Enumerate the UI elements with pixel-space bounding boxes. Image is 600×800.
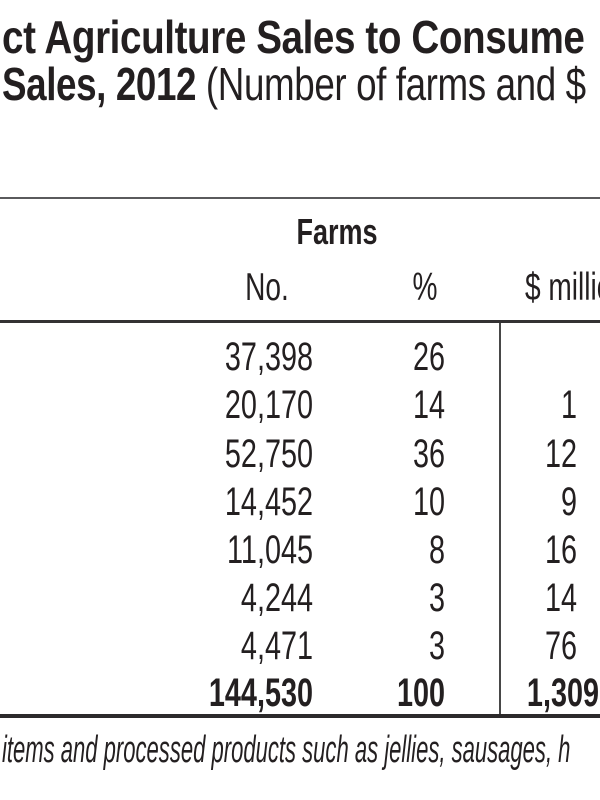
sales-million-total-cell: 1,309: [526, 671, 599, 715]
farms-count-cell: 11,045: [227, 528, 313, 572]
sales-million-cell: 76: [544, 624, 577, 668]
table-row: 4,244 3 14: [0, 574, 600, 622]
farms-percent-total-cell: 100: [396, 671, 445, 715]
farms-percent-cell: 3: [428, 576, 445, 620]
sales-million-cell: 12: [544, 432, 577, 476]
sales-million-cell: 16: [544, 528, 577, 572]
sales-million-cell: [433, 333, 577, 381]
table-row: 4,471 3 76: [0, 622, 600, 670]
sales-million-cell: 14: [544, 576, 577, 620]
group-header-farms: Farms: [296, 211, 378, 252]
column-divider-line: [499, 323, 501, 714]
farms-count-cell: 20,170: [224, 383, 313, 427]
header-bottom-rule: [0, 320, 600, 323]
farms-percent-cell: 8: [428, 528, 445, 572]
column-header-number: No.: [245, 266, 289, 309]
farms-percent-cell: 10: [412, 480, 445, 524]
column-header-dollar-million: $ million: [525, 266, 600, 309]
farms-count-total-cell: 144,530: [208, 671, 313, 715]
farms-percent-cell: 36: [412, 432, 445, 476]
table-title-line2: Sales, 2012 (Number of farms and $: [2, 57, 586, 111]
farms-percent-cell: 14: [412, 383, 445, 427]
table-row: 52,750 36 12: [0, 430, 600, 478]
farms-count-cell: 4,471: [240, 624, 313, 668]
farms-count-cell: 37,398: [224, 335, 313, 379]
table-title-line1: ct Agriculture Sales to Consume: [2, 11, 585, 63]
table-bottom-rule: [0, 714, 600, 718]
table-top-rule: [0, 197, 600, 199]
farms-count-cell: 4,244: [240, 576, 313, 620]
table-footnote: items and processed products such as jel…: [2, 729, 571, 771]
title-units-note: (Number of farms and $: [196, 58, 586, 110]
table-row: 14,452 10 9: [0, 478, 600, 526]
column-header-percent: %: [412, 266, 438, 309]
table-row: 11,045 8 16: [0, 526, 600, 574]
table-total-row: 144,530 100 1,309: [0, 669, 600, 717]
title-year-bold: Sales, 2012: [2, 58, 197, 110]
table-row: 20,170 14 1: [0, 381, 600, 429]
sales-million-cell: 9: [560, 480, 577, 524]
farms-percent-cell: 3: [428, 624, 445, 668]
farms-percent-cell: 26: [412, 335, 445, 379]
sales-million-cell: 1: [560, 383, 577, 427]
table-row: 37,398 26: [0, 333, 600, 381]
farms-count-cell: 52,750: [224, 432, 313, 476]
farms-count-cell: 14,452: [224, 480, 313, 524]
